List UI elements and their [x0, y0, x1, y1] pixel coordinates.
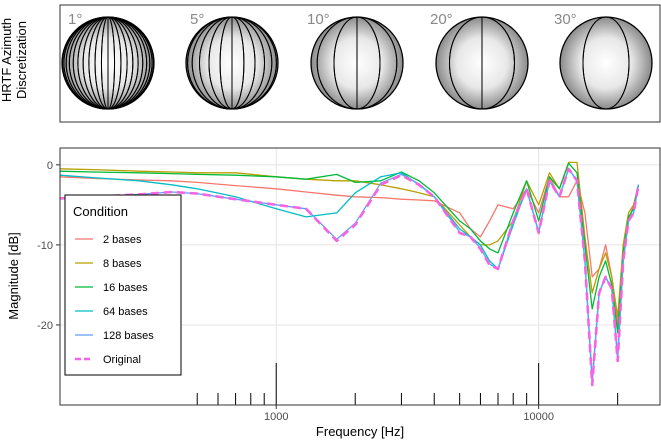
- legend-label: 2 bases: [103, 234, 142, 246]
- panel-title: HRTF AzimuthDiscretization: [0, 18, 29, 102]
- spheres: 1° 5° 10° 20° 30°: [62, 11, 652, 109]
- panel-title-line: HRTF Azimuth: [0, 18, 14, 102]
- legend-label: 64 bases: [103, 306, 148, 318]
- y-axis-label: Magnitude [dB]: [6, 232, 21, 319]
- x-tick-label: 1000: [264, 411, 288, 423]
- azimuth-label: 20°: [430, 11, 453, 28]
- azimuth-label: 1°: [68, 11, 82, 28]
- azimuth-label: 10°: [307, 11, 330, 28]
- plot: 0 -10 -20 1000 10000 Condition 2 bases 8 bases 1…: [37, 148, 660, 423]
- x-axis-label: Frequency [Hz]: [316, 424, 404, 439]
- panel-title-line: Discretization: [14, 21, 29, 99]
- legend-label: 8 bases: [103, 258, 142, 270]
- y-tick-label: -20: [37, 320, 53, 332]
- x-tick-label: 10000: [523, 411, 554, 423]
- azimuth-label: 5°: [190, 11, 204, 28]
- legend-title: Condition: [73, 204, 128, 219]
- legend-label: 128 bases: [103, 330, 154, 342]
- y-tick-label: -10: [37, 240, 53, 252]
- legend-label: 16 bases: [103, 282, 148, 294]
- azimuth-label: 30°: [554, 11, 577, 28]
- y-tick-label: 0: [47, 160, 53, 172]
- legend-label: Original: [103, 354, 141, 366]
- sphere: [560, 17, 652, 109]
